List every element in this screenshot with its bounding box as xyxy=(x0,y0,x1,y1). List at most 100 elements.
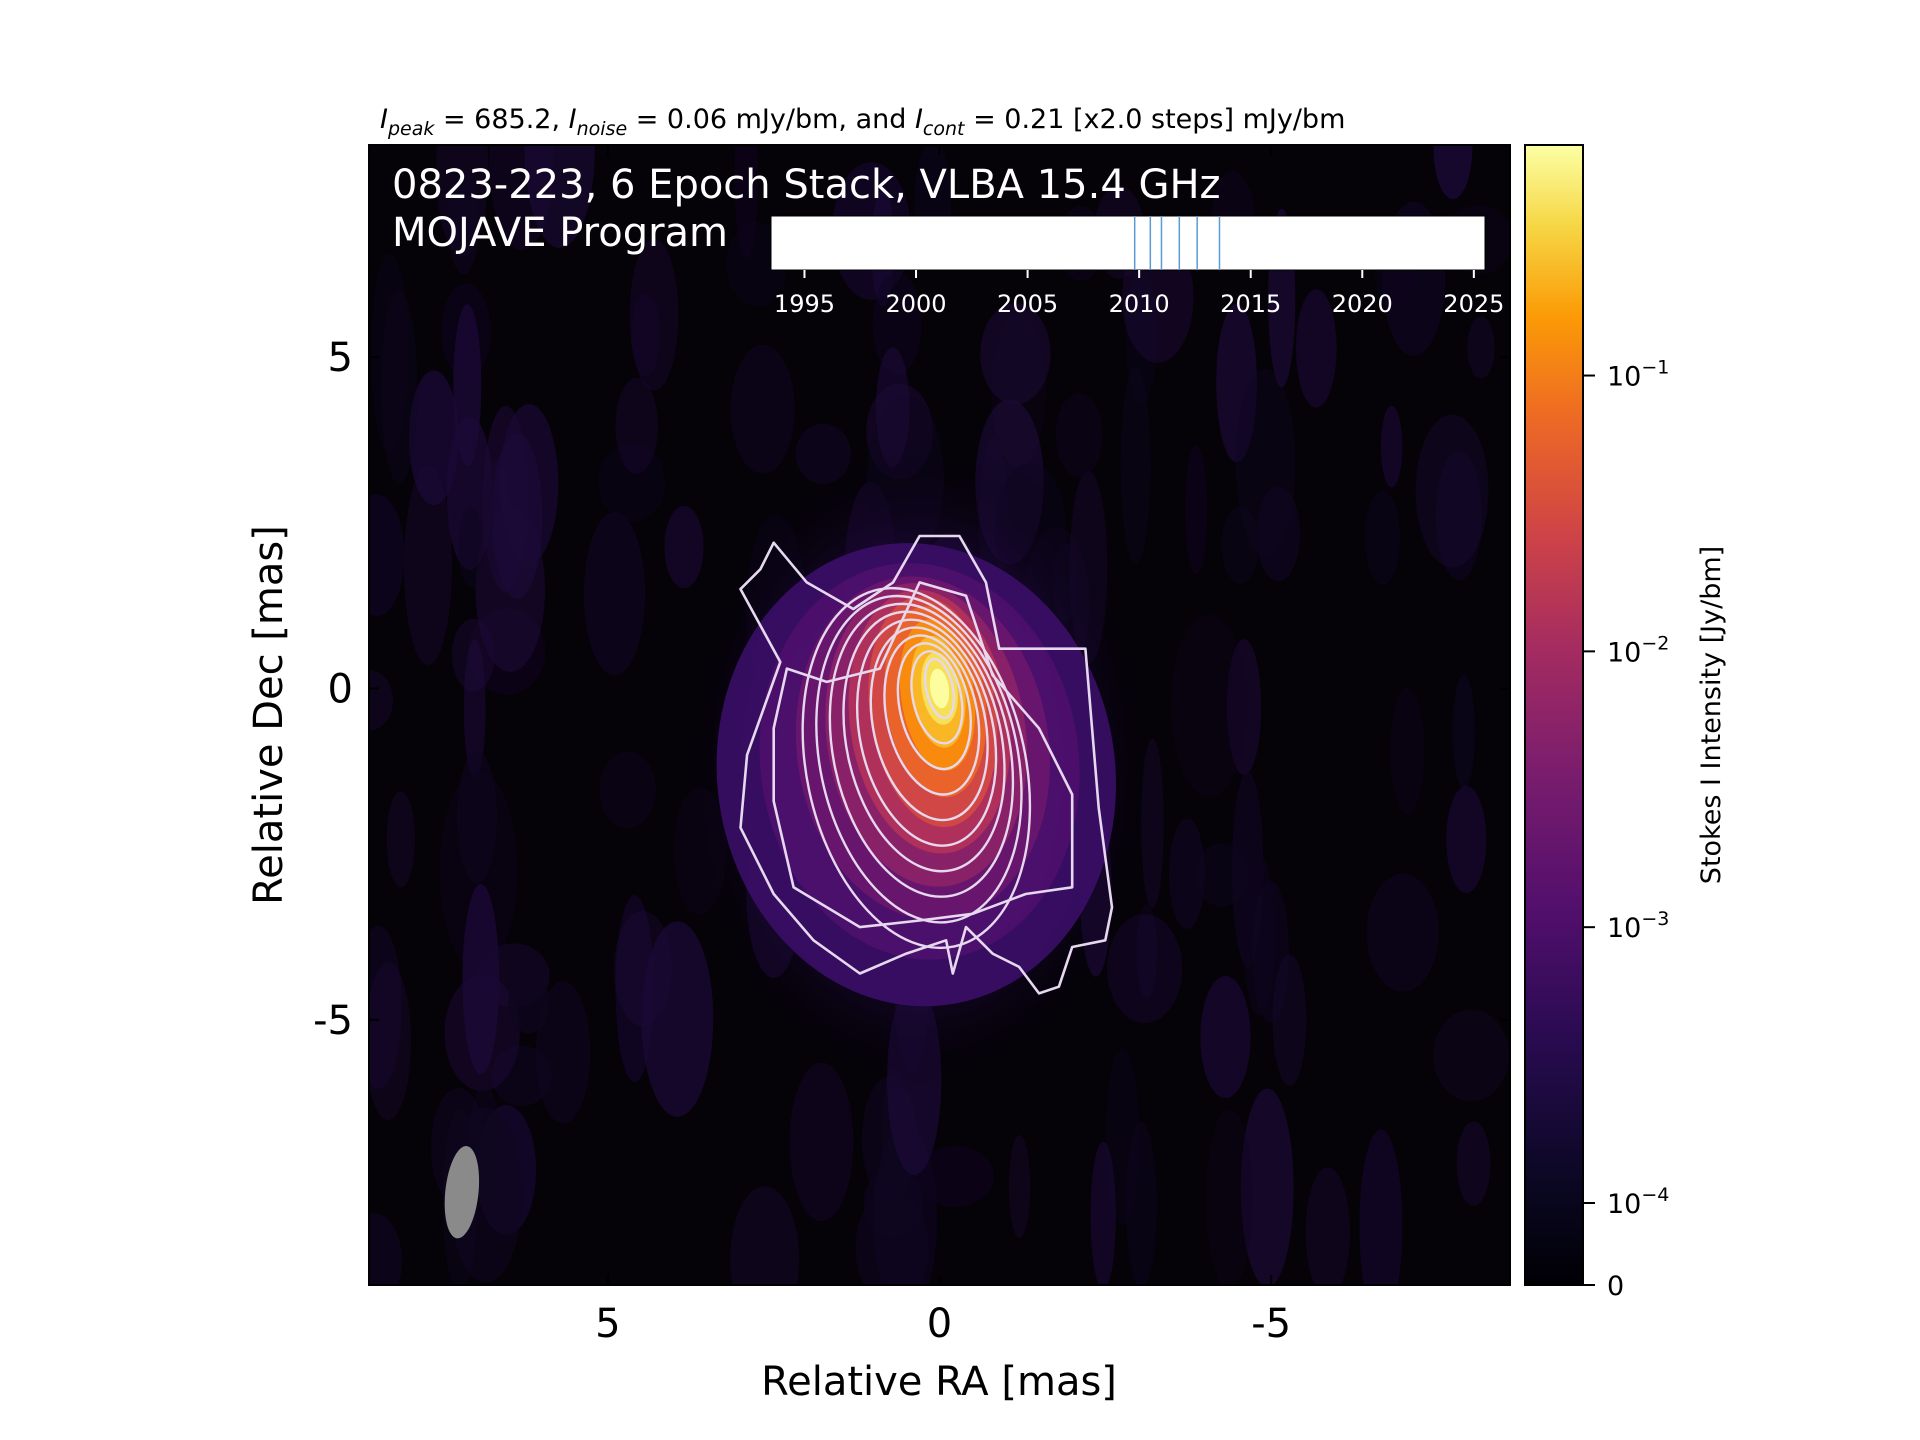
contour-level xyxy=(883,634,981,796)
colorbar-tick-label: 10−2 xyxy=(1607,632,1669,668)
noise-blob xyxy=(1008,1134,1031,1239)
noise-blob xyxy=(1365,490,1400,585)
y-axis-label: Relative Dec [mas] xyxy=(246,525,292,905)
colorbar: 0 10−4 10−3 10−2 10−1 Stokes I Intensity [Jy… xyxy=(1524,144,1727,1302)
noise-blob xyxy=(535,981,591,1124)
beam-ellipse xyxy=(444,1146,480,1239)
contour-outer xyxy=(739,534,1114,995)
contour-level xyxy=(923,657,956,720)
noise-blob xyxy=(1467,316,1495,379)
noise-blob xyxy=(369,1213,402,1285)
noise-blob xyxy=(863,1168,924,1239)
noise-blob xyxy=(615,895,654,1082)
x-tick-label: -5 xyxy=(1251,1301,1291,1347)
noise-blob xyxy=(1216,303,1257,463)
emission-layer xyxy=(929,668,950,709)
noise-blob xyxy=(369,962,411,1121)
noise-blob xyxy=(508,970,549,1034)
image-panel: 5 0 -5 5 0 -5 0823-223, 6 Epoch Stack, VLBA … xyxy=(313,144,1511,1347)
x-ticks: 5 0 -5 xyxy=(595,145,1291,1347)
noise-blob xyxy=(1221,506,1260,584)
noise-blob xyxy=(439,772,518,970)
timeline-tick-label: 2000 xyxy=(885,290,946,318)
noise-blob xyxy=(664,505,704,589)
noise-blob xyxy=(613,910,672,1027)
noise-blob xyxy=(369,494,405,617)
noise-blob xyxy=(1296,289,1337,408)
timeline-tick-label: 2025 xyxy=(1443,290,1504,318)
noise-blob xyxy=(1120,366,1151,565)
noise-blob xyxy=(369,925,403,1089)
noise-blob xyxy=(1256,486,1300,582)
overlay-title: 0823-223, 6 Epoch Stack, VLBA 15.4 GHz xyxy=(392,162,1221,208)
noise-blob xyxy=(370,253,409,454)
noise-blob xyxy=(448,171,480,275)
noise-blob xyxy=(1170,614,1248,798)
contour-level xyxy=(828,602,1015,898)
noise-blob xyxy=(489,145,554,251)
epoch-timeline: 1995 2000 2005 2010 2015 2020 2025 xyxy=(770,215,1504,318)
y-ticks: 5 0 -5 xyxy=(313,335,1510,1044)
noise-blob xyxy=(1380,405,1403,488)
noise-blob xyxy=(789,1062,854,1222)
noise-blob xyxy=(1389,686,1425,815)
noise-blob xyxy=(1433,1009,1510,1102)
noise-blob xyxy=(524,145,595,248)
noise-blob xyxy=(404,466,452,665)
colorbar-gradient xyxy=(1524,144,1584,1286)
noise-blob xyxy=(872,271,922,376)
noise-blob xyxy=(1169,818,1205,929)
x-axis-label: Relative RA [mas] xyxy=(761,1359,1117,1405)
timeline-tick-label: 2005 xyxy=(997,290,1058,318)
noise-blob xyxy=(1359,1129,1403,1285)
noise-blob xyxy=(386,791,415,888)
noise-blob xyxy=(1055,393,1103,478)
contour-level xyxy=(910,650,964,745)
timeline-box xyxy=(770,215,1486,271)
x-tick-label: 5 xyxy=(595,1301,620,1347)
noise-blob xyxy=(458,506,484,588)
noise-blob xyxy=(1125,1121,1157,1285)
noise-blob xyxy=(369,670,393,731)
contour-level xyxy=(869,626,989,822)
noise-blob xyxy=(875,347,910,468)
noise-blob xyxy=(598,442,666,523)
colorbar-label: Stokes I Intensity [Jy/bm] xyxy=(1696,546,1727,884)
noise-blob xyxy=(446,416,493,570)
contour-level xyxy=(801,586,1032,950)
timeline-tick-label: 1995 xyxy=(774,290,835,318)
noise-blob xyxy=(1366,873,1439,992)
noise-blob xyxy=(381,290,418,485)
noise-blob xyxy=(915,1146,994,1207)
noise-blob xyxy=(1240,1088,1294,1285)
contour-level xyxy=(842,610,1006,873)
timeline-tick-label: 2010 xyxy=(1109,290,1170,318)
timeline-ticks: 1995 2000 2005 2010 2015 2020 2025 xyxy=(774,270,1504,318)
noise-blob xyxy=(499,404,559,564)
noise-blob xyxy=(641,921,714,1117)
y-tick-label: 0 xyxy=(328,666,353,712)
noise-blob xyxy=(629,238,679,391)
noise-blob xyxy=(734,145,758,259)
noise-blob xyxy=(1235,368,1296,558)
noise-blob xyxy=(408,370,459,506)
noise-blob xyxy=(463,639,486,779)
y-tick-label: 5 xyxy=(328,335,353,381)
timeline-epochs xyxy=(1133,216,1221,270)
colorbar-ticks: 0 10−4 10−3 10−2 10−1 xyxy=(1583,357,1669,1302)
noise-blob xyxy=(1305,1167,1350,1285)
noise-blob xyxy=(1185,444,1207,575)
contour-level xyxy=(815,594,1023,924)
chart-header: Ipeak = 685.2, Inoise = 0.06 mJy/bm, and… xyxy=(380,104,1345,140)
noise-blob xyxy=(583,512,646,676)
noise-blob xyxy=(1456,1121,1491,1206)
noise-blob xyxy=(1452,674,1475,789)
noise-blob xyxy=(730,1186,800,1285)
noise-blob xyxy=(1232,771,1264,967)
overlay-subtitle: MOJAVE Program xyxy=(392,210,728,256)
noise-blob xyxy=(457,751,497,883)
contour-level xyxy=(896,642,972,771)
noise-blob xyxy=(1107,914,1183,1023)
noise-blob xyxy=(631,292,661,377)
